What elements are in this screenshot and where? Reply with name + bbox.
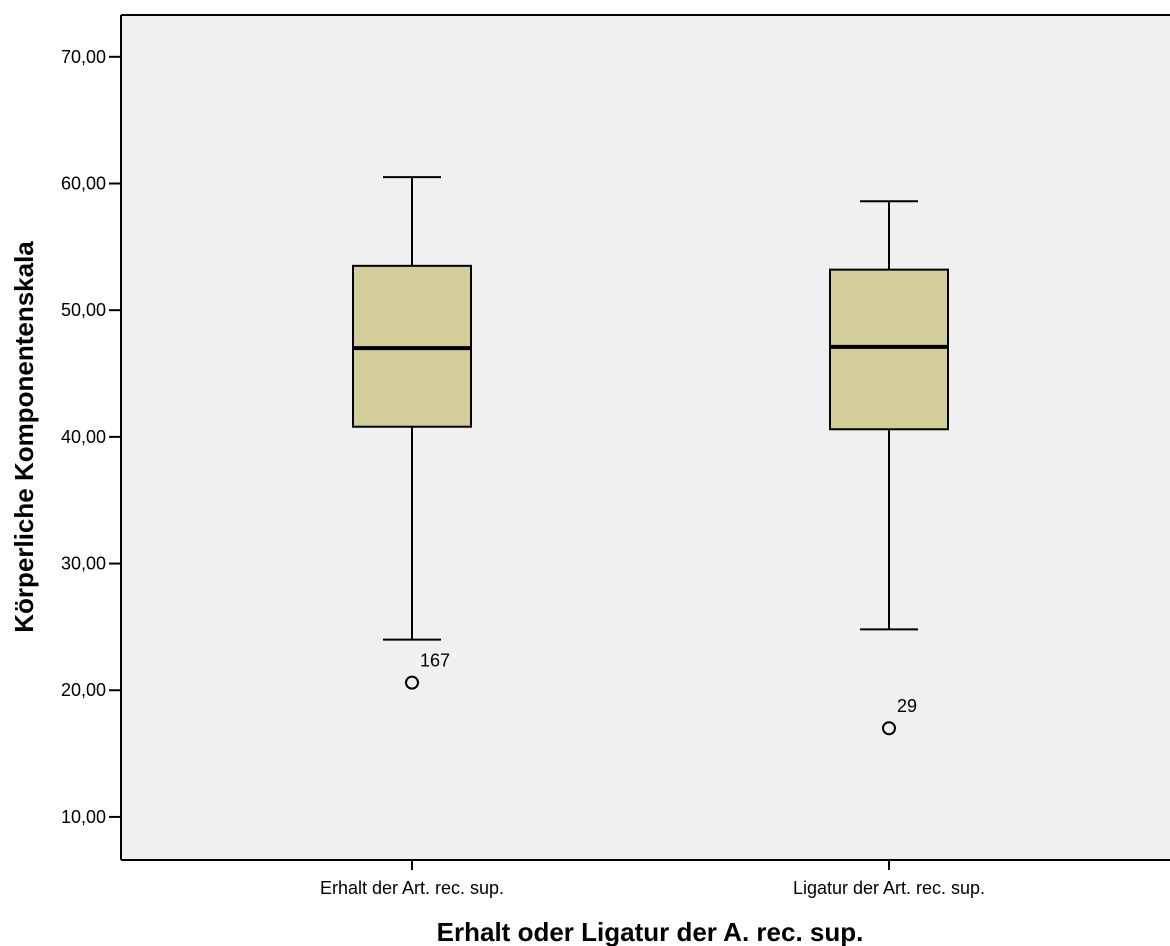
x-tick-label: Ligatur der Art. rec. sup. [793, 878, 985, 898]
y-tick-label: 10,00 [61, 807, 106, 827]
y-axis-ticks: 10,00 20,00 30,00 40,00 50,00 60,00 70,00 [61, 47, 121, 827]
box-group: 29 [829, 200, 949, 736]
outlier-point [405, 675, 419, 690]
y-tick-label: 50,00 [61, 300, 106, 320]
outlier-label: 29 [897, 696, 917, 716]
outlier-label: 167 [420, 651, 450, 671]
outlier-point [882, 721, 896, 736]
y-tick-label: 20,00 [61, 680, 106, 700]
y-tick-label: 60,00 [61, 173, 106, 193]
boxes: 167 29 [352, 176, 949, 736]
iqr-box [829, 268, 949, 431]
x-axis-ticks: Erhalt der Art. rec. sup. Ligatur der Art… [320, 860, 985, 898]
y-tick-label: 40,00 [61, 427, 106, 447]
box-group: 167 [352, 176, 472, 690]
plot-area [121, 15, 1170, 860]
y-tick-label: 70,00 [61, 47, 106, 67]
x-tick-label: Erhalt der Art. rec. sup. [320, 878, 504, 898]
y-axis-title: Körperliche Komponentenskala [9, 241, 39, 633]
y-tick-label: 30,00 [61, 554, 106, 574]
x-axis-title: Erhalt oder Ligatur der A. rec. sup. [437, 917, 864, 946]
